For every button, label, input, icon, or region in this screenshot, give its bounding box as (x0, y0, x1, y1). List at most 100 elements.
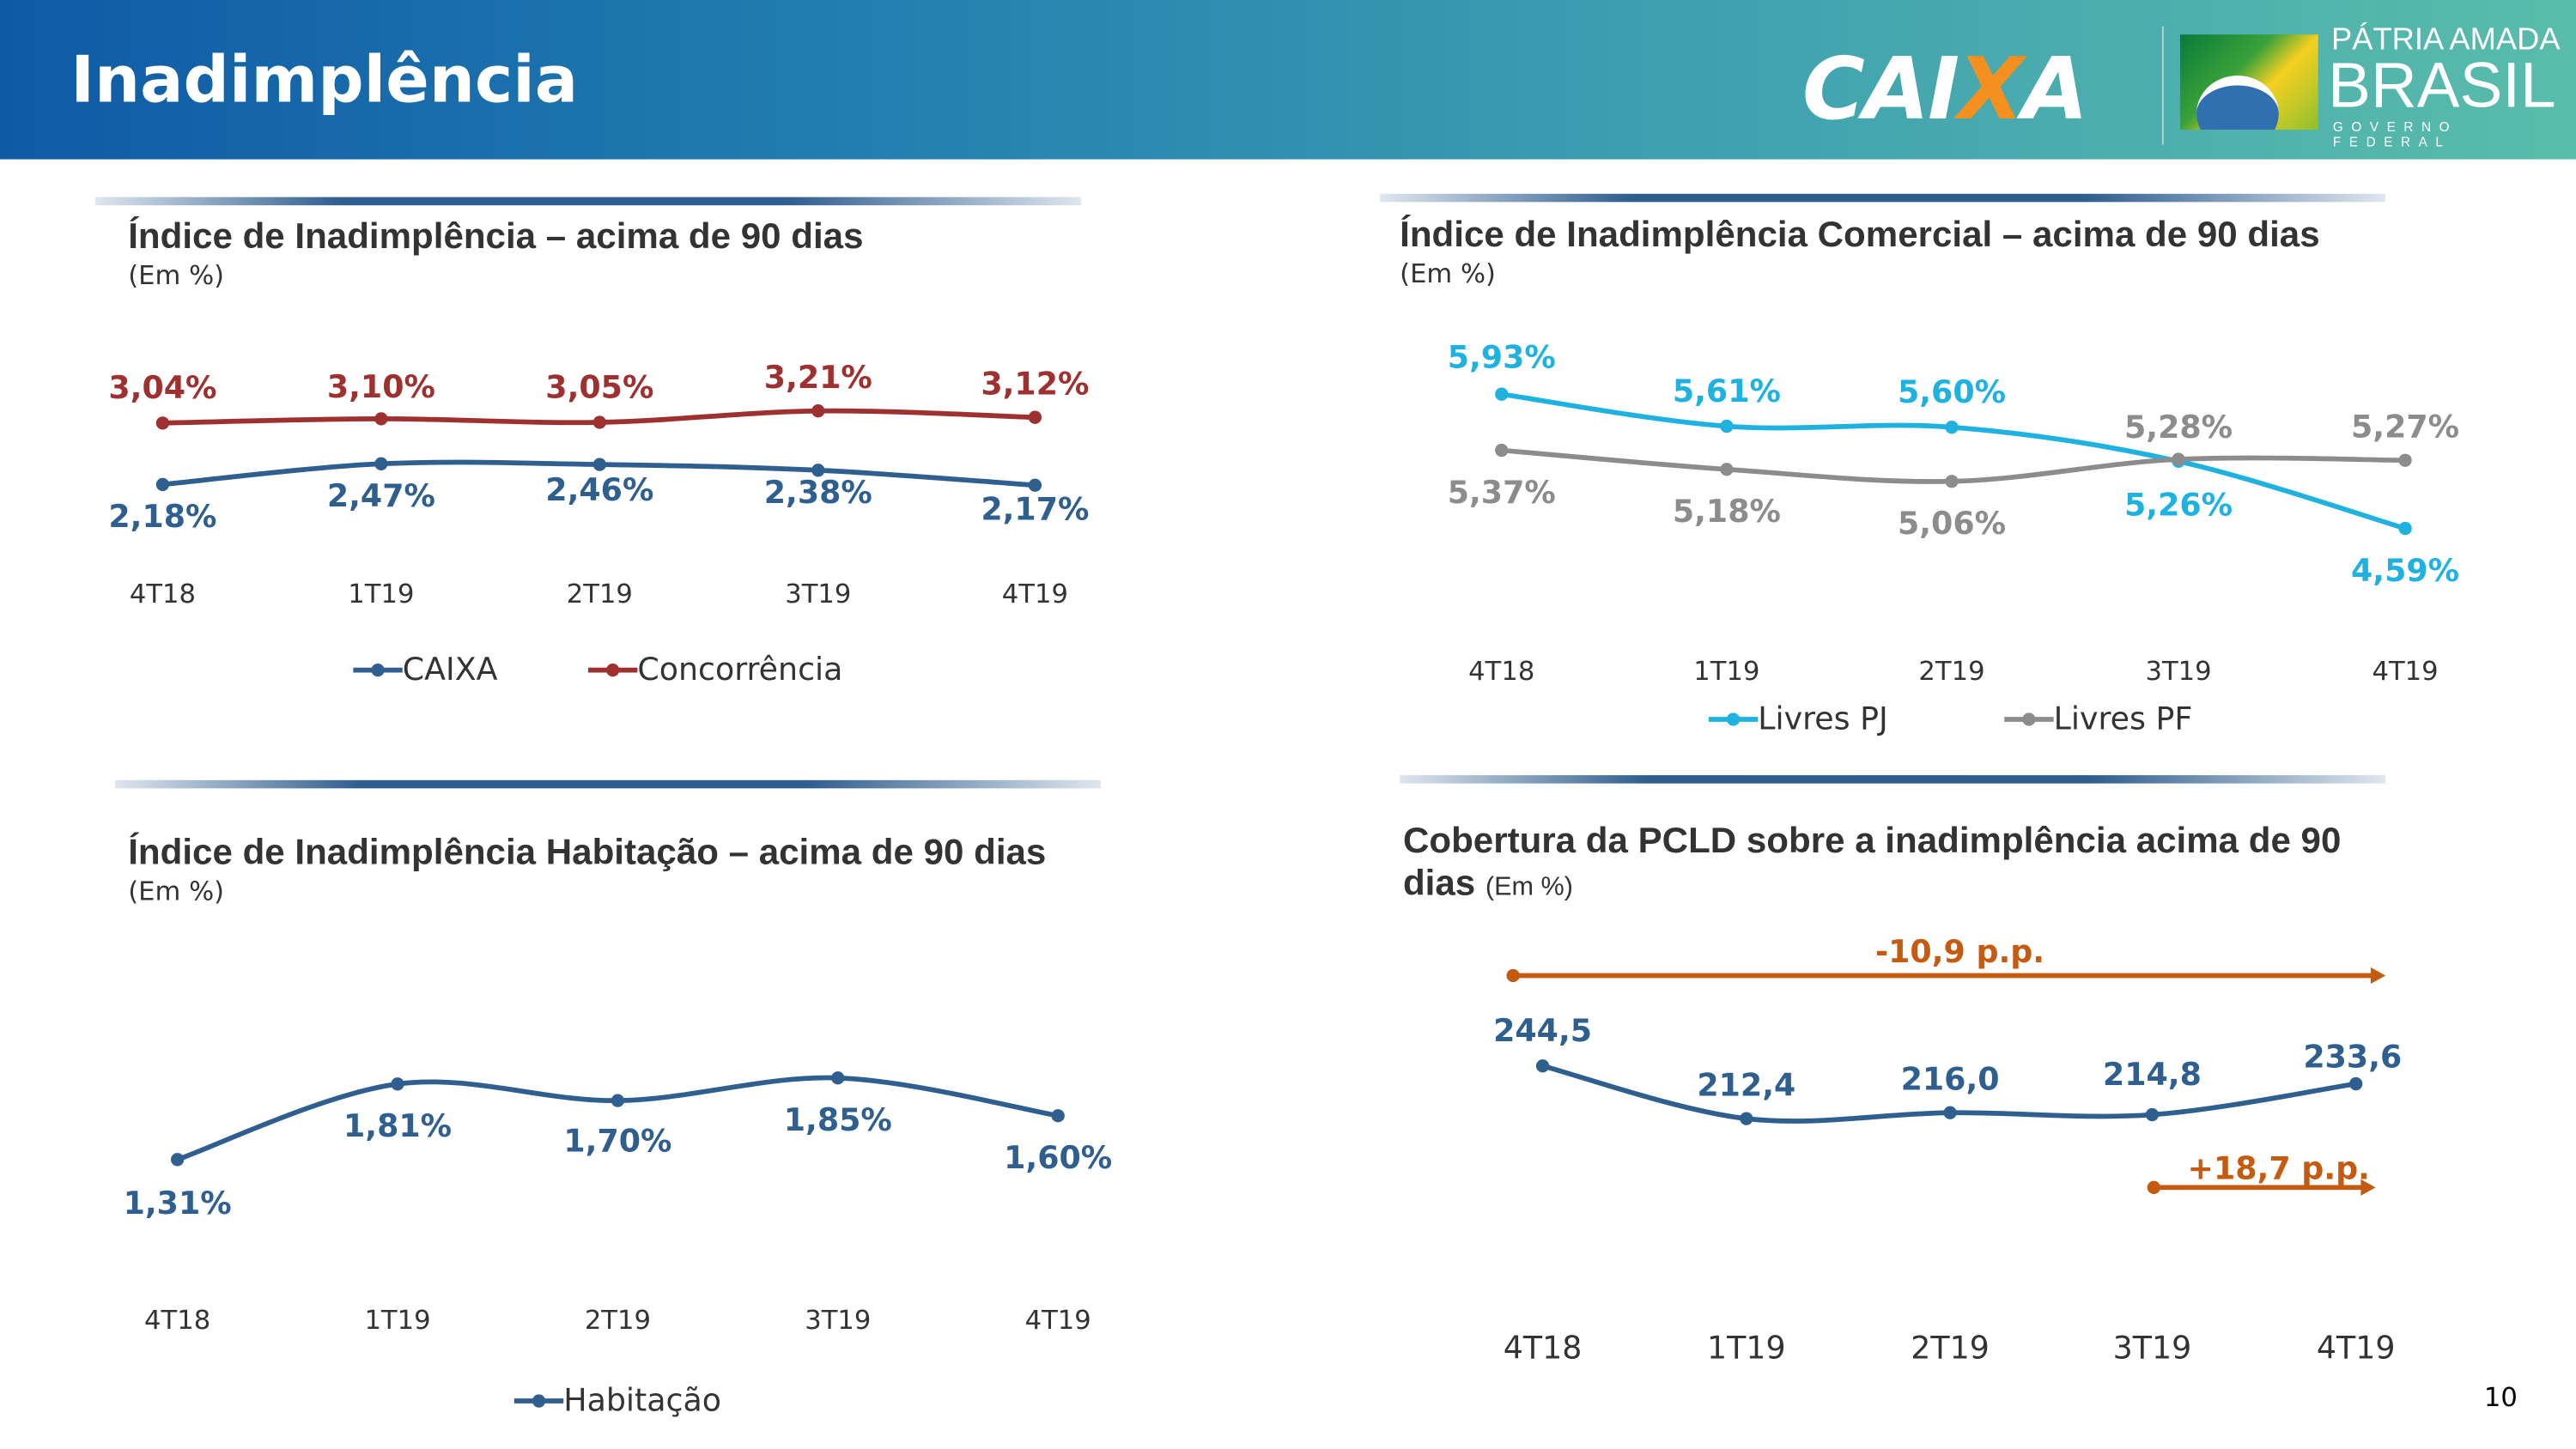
data-label: 3,21% (764, 359, 872, 396)
data-label: 1,70% (563, 1122, 671, 1159)
data-point (1028, 478, 1042, 492)
data-label: 244,5 (1493, 1012, 1592, 1049)
data-label: 5,28% (2124, 409, 2233, 446)
x-tick-label: 4T19 (2372, 657, 2439, 687)
chart-title: Cobertura da PCLD sobre a inadimplência … (1403, 820, 2389, 910)
data-label: 5,93% (1448, 339, 1556, 376)
page-number: 10 (2483, 1381, 2518, 1413)
legend-label: Livres PF (2054, 700, 2193, 737)
x-tick-label: 2T19 (1911, 1329, 1990, 1366)
x-tick-label: 1T19 (1707, 1329, 1786, 1366)
x-tick-label: 4T19 (1002, 579, 1068, 609)
data-point (811, 464, 825, 477)
data-point (831, 1071, 845, 1085)
annotation-start-dot (1506, 968, 1520, 983)
data-label: 2,18% (108, 498, 216, 535)
chart-subtitle: (Em %) (128, 875, 225, 907)
data-point (1720, 463, 1734, 476)
gov-logo-line3: GOVERNO FEDERAL (2332, 119, 2458, 150)
data-point (1535, 1059, 1550, 1073)
data-label: 5,37% (1448, 474, 1556, 511)
x-tick-label: 4T18 (1468, 657, 1534, 687)
data-label: 212,4 (1697, 1066, 1795, 1103)
data-label: 233,6 (2303, 1038, 2402, 1075)
legend-marker (371, 663, 385, 677)
data-label: 5,06% (1898, 505, 2006, 542)
x-tick-label: 1T19 (348, 579, 414, 609)
data-point (1720, 419, 1734, 433)
data-label: 1,31% (124, 1185, 232, 1222)
x-tick-label: 4T19 (2317, 1329, 2396, 1366)
data-point (2398, 521, 2412, 536)
data-label: 1,81% (343, 1107, 452, 1144)
legend-marker (532, 1394, 546, 1408)
divider (1380, 193, 2386, 203)
data-label: 5,18% (1673, 493, 1781, 530)
data-label: 3,10% (327, 368, 435, 405)
x-tick-label: 4T18 (144, 1306, 210, 1336)
chart-subtitle: (Em %) (1400, 258, 1496, 289)
data-label: 2,47% (327, 477, 435, 514)
data-point (592, 458, 607, 471)
data-label: 4,59% (2351, 552, 2459, 589)
logo-divider (2161, 26, 2164, 145)
data-point (611, 1094, 625, 1107)
page-title: Inadimplência (70, 44, 579, 118)
data-point (1740, 1112, 1753, 1125)
legend-label: CAIXA (403, 651, 498, 688)
chart-title: Índice de Inadimplência Habitação – acim… (128, 831, 1047, 872)
data-label: 214,8 (2103, 1056, 2202, 1093)
x-tick-label: 3T19 (2145, 657, 2211, 687)
chart-title-text: Cobertura da PCLD sobre a inadimplência … (1402, 819, 2342, 904)
x-tick-label: 3T19 (785, 579, 851, 609)
x-tick-label: 4T18 (130, 579, 196, 609)
arrowhead-icon (2370, 967, 2386, 985)
legend-marker (606, 663, 620, 677)
data-point (1495, 443, 1509, 458)
legend-label: Concorrência (637, 651, 842, 688)
divider (1400, 775, 2386, 784)
data-point (2172, 452, 2185, 466)
data-label: 2,17% (981, 490, 1089, 527)
data-point (1051, 1109, 1065, 1123)
x-tick-label: 4T19 (1025, 1306, 1091, 1336)
legend-marker (2022, 712, 2036, 726)
data-label: 1,60% (1004, 1139, 1112, 1176)
x-tick-label: 3T19 (2113, 1329, 2192, 1366)
data-point (1945, 421, 1959, 434)
data-label: 2,38% (764, 474, 872, 511)
data-point (592, 415, 607, 429)
data-label: 3,04% (108, 369, 216, 406)
x-tick-label: 1T19 (1693, 657, 1759, 687)
divider (114, 779, 1101, 789)
data-point (1943, 1106, 1957, 1119)
x-tick-label: 1T19 (364, 1306, 430, 1336)
x-tick-label: 3T19 (805, 1306, 871, 1336)
annotation-start-dot (2147, 1180, 2160, 1194)
caixa-logo: CAIXA (1801, 40, 2088, 140)
data-label: 5,26% (2124, 487, 2233, 524)
data-point (170, 1153, 185, 1167)
data-label: 2,46% (545, 471, 653, 508)
chart-subtitle: (Em %) (128, 259, 225, 291)
x-tick-label: 2T19 (567, 579, 633, 609)
x-tick-label: 4T18 (1504, 1329, 1583, 1366)
data-point (391, 1077, 404, 1091)
x-tick-label: 2T19 (1918, 657, 1984, 687)
data-point (2398, 453, 2412, 467)
arrowhead-icon (2360, 1179, 2376, 1196)
data-point (1028, 410, 1042, 424)
data-point (2145, 1107, 2160, 1122)
data-point (155, 477, 170, 492)
gov-logo-line1: PÁTRIA AMADA (2330, 22, 2561, 58)
header-banner: Inadimplência CAIXA PÁTRIA AMADA BRASIL … (0, 0, 2576, 160)
data-point (2349, 1076, 2363, 1091)
data-label: 5,60% (1898, 373, 2006, 410)
data-point (374, 457, 388, 470)
gov-logo-line2: BRASIL (2328, 51, 2556, 122)
chart-title: Índice de Inadimplência – acima de 90 di… (128, 215, 864, 257)
legend-label: Livres PJ (1758, 700, 1887, 737)
brazil-flag-logo-icon (2179, 34, 2318, 130)
annotation-label: +18,7 p.p. (2188, 1150, 2370, 1187)
